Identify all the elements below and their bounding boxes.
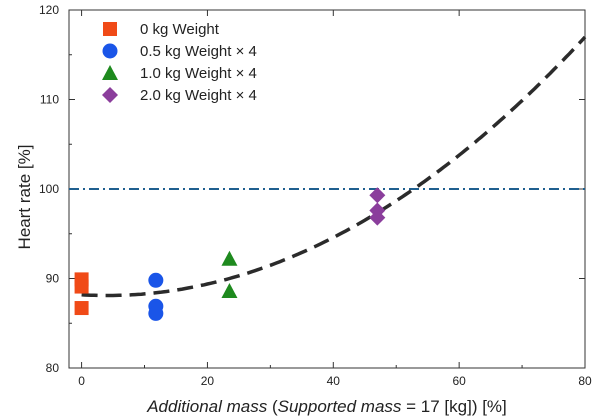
x-axis-label: Additional mass (Supported mass = 17 [kg…	[146, 397, 507, 416]
legend-marker-3	[102, 87, 118, 103]
data-point-s1-0	[148, 272, 164, 288]
data-point-s3-2	[369, 209, 386, 226]
plot-frame	[68, 9, 586, 369]
legend-marker-2	[102, 65, 118, 80]
data-point-s2-1	[221, 283, 238, 299]
x-tick-label-4: 80	[578, 374, 592, 388]
x-tick-label-2: 40	[327, 374, 341, 388]
legend: 0 kg Weight 0.5 kg Weight × 4 1.0 kg Weigh…	[102, 21, 257, 104]
y-tick-label-2: 100	[39, 182, 59, 196]
x-axis-label-part-3: Supported mass	[278, 397, 402, 416]
fit-curve	[81, 35, 587, 298]
x-axis-label-part-2: (	[267, 397, 278, 416]
y-tick-label-1: 90	[46, 272, 60, 286]
legend-label-0: 0 kg Weight	[140, 21, 220, 38]
x-axis-label-part-1: Additional mass	[146, 397, 268, 416]
data-point-s3-0	[369, 187, 386, 204]
x-tick-label-3: 60	[452, 374, 466, 388]
legend-label-2: 1.0 kg Weight × 4	[140, 65, 257, 82]
x-tick-label-0: 0	[78, 374, 85, 388]
data-point-s1-2	[148, 305, 164, 321]
y-tick-label-3: 110	[40, 93, 59, 107]
data-point-s0-2	[74, 301, 89, 316]
y-tick-label-4: 120	[39, 3, 59, 17]
data-point-s2-0	[221, 250, 238, 266]
y-tick-label-0: 80	[46, 361, 60, 375]
x-axis-label-part-4: = 17 [kg]) [%]	[401, 397, 506, 416]
x-tick-label-1: 20	[201, 374, 215, 388]
legend-label-1: 0.5 kg Weight × 4	[140, 43, 257, 60]
legend-label-3: 2.0 kg Weight × 4	[140, 87, 257, 104]
legend-marker-1	[102, 43, 118, 59]
data-point-s0-1	[74, 279, 89, 294]
y-axis-label: Heart rate [%]	[15, 145, 34, 250]
legend-marker-0	[103, 22, 117, 36]
